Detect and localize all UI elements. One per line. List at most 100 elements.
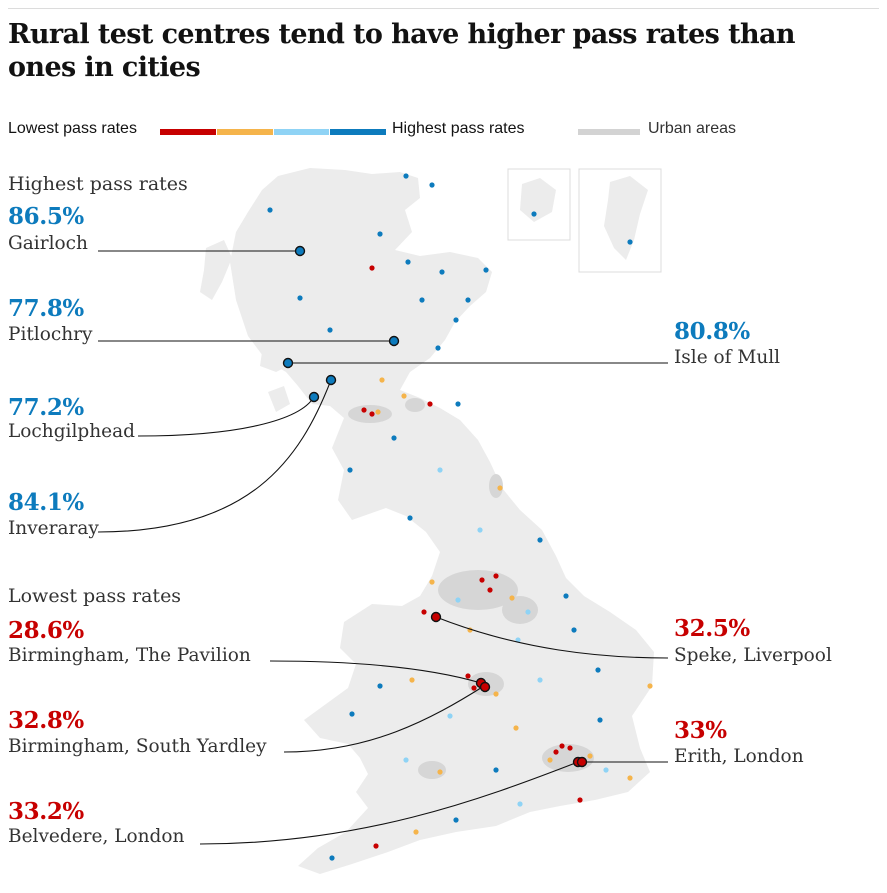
test-centre-dot — [419, 297, 425, 303]
test-centre-dot — [525, 609, 531, 615]
test-centre-dot — [553, 749, 559, 755]
test-centre-dot — [429, 579, 435, 585]
test-centre-dot — [267, 207, 273, 213]
test-centre-dot — [413, 829, 419, 835]
leader-line — [137, 396, 315, 437]
chart-title: Rural test centres tend to have higher p… — [8, 19, 796, 83]
test-centre-dot — [391, 435, 397, 441]
test-centre-dot — [493, 573, 499, 579]
test-centre-dot — [453, 317, 459, 323]
lowest-heading: Lowest pass rates — [8, 585, 182, 607]
belvedere-label: Belvedere, London — [8, 826, 185, 847]
test-centre-dot — [437, 769, 443, 775]
test-centre-dot — [421, 609, 427, 615]
birmingham-south-yardley-label: Birmingham, South Yardley — [8, 736, 267, 757]
test-centre-dot — [379, 377, 385, 383]
test-centre-dot — [471, 685, 477, 691]
orkney-islands — [520, 178, 556, 222]
test-centre-dot — [597, 717, 603, 723]
test-centre-dot — [377, 231, 383, 237]
speke-marker — [430, 611, 442, 623]
callout-lines — [97, 250, 669, 845]
leader-line — [199, 761, 579, 845]
inveraray-marker — [325, 374, 337, 386]
test-centre-dot — [571, 627, 577, 633]
test-centre-dot — [567, 745, 573, 751]
test-centre-dot — [409, 677, 415, 683]
islay — [268, 386, 290, 412]
test-centre-dot — [547, 757, 553, 763]
leader-line — [283, 685, 485, 753]
isle-of-mull-marker — [282, 357, 294, 369]
urban-area — [502, 596, 538, 624]
legend-high-label: Highest pass rates — [392, 120, 525, 137]
test-centre-dot — [479, 577, 485, 583]
test-centre-dot — [401, 393, 407, 399]
test-centre-dot — [465, 297, 471, 303]
test-centre-dot — [437, 467, 443, 473]
belvedere-rate: 33.2% — [8, 798, 84, 825]
shetland-islands — [604, 176, 648, 260]
test-centre-dot — [577, 797, 583, 803]
test-centre-dot — [537, 677, 543, 683]
gairloch-marker — [294, 245, 306, 257]
test-centre-dot — [297, 295, 303, 301]
test-centre-dot — [347, 467, 353, 473]
urban-area — [489, 474, 503, 498]
test-centre-dot — [427, 401, 433, 407]
pitlochry-label: Pitlochry — [8, 324, 93, 345]
test-centre-dot — [559, 743, 565, 749]
lochgilphead-rate: 77.2% — [8, 394, 84, 421]
great-britain-landmass — [230, 168, 654, 874]
isle-of-mull-label: Isle of Mull — [674, 347, 781, 368]
gairloch-label: Gairloch — [8, 233, 88, 254]
test-centre-dot — [563, 593, 569, 599]
test-centre-dot — [487, 587, 493, 593]
leader-line — [435, 616, 669, 659]
test-centre-dot — [513, 725, 519, 731]
test-centre-dot — [369, 411, 375, 417]
test-centre-dot — [361, 407, 367, 413]
test-centre-dot — [627, 239, 633, 245]
lochgilphead-marker — [308, 391, 320, 403]
inveraray-label: Inveraray — [8, 518, 99, 539]
urban-area — [405, 398, 425, 412]
highest-heading: Highest pass rates — [8, 173, 188, 195]
erith-rate: 33% — [674, 717, 727, 744]
top-rule — [8, 8, 879, 9]
test-centre-dot — [531, 211, 537, 217]
test-centre-dot — [493, 691, 499, 697]
skye — [240, 272, 268, 302]
test-centre-dot — [369, 265, 375, 271]
inveraray-rate: 84.1% — [8, 489, 84, 516]
test-centre-dot — [349, 711, 355, 717]
test-centre-dot — [497, 485, 503, 491]
birmingham-pavilion-label: Birmingham, The Pavilion — [8, 645, 251, 666]
test-centre-dot — [627, 775, 633, 781]
legend-color-scale — [160, 129, 386, 135]
test-centre-dot — [509, 595, 515, 601]
test-centre-dot — [407, 515, 413, 521]
erith-label: Erith, London — [674, 746, 804, 767]
test-centre-dot — [439, 269, 445, 275]
test-centre-dot — [537, 537, 543, 543]
legend-urban-label: Urban areas — [648, 120, 737, 137]
test-centre-dot — [435, 345, 441, 351]
test-centre-dot — [373, 843, 379, 849]
urban-area — [418, 761, 446, 779]
test-centre-dot — [477, 527, 483, 533]
pitlochry-marker — [388, 335, 400, 347]
scale-swatch-highest — [330, 129, 386, 135]
test-centre-dot — [329, 855, 335, 861]
scale-swatch-lowest — [160, 129, 216, 135]
test-centre-dot — [405, 259, 411, 265]
test-centre-dots — [267, 173, 653, 861]
test-centre-dot — [595, 667, 601, 673]
erith-marker — [576, 756, 588, 768]
test-centre-dot — [587, 753, 593, 759]
gairloch-rate: 86.5% — [8, 203, 84, 230]
lochgilphead-label: Lochgilphead — [8, 421, 135, 442]
leader-line — [97, 379, 332, 533]
test-centre-dot — [455, 597, 461, 603]
